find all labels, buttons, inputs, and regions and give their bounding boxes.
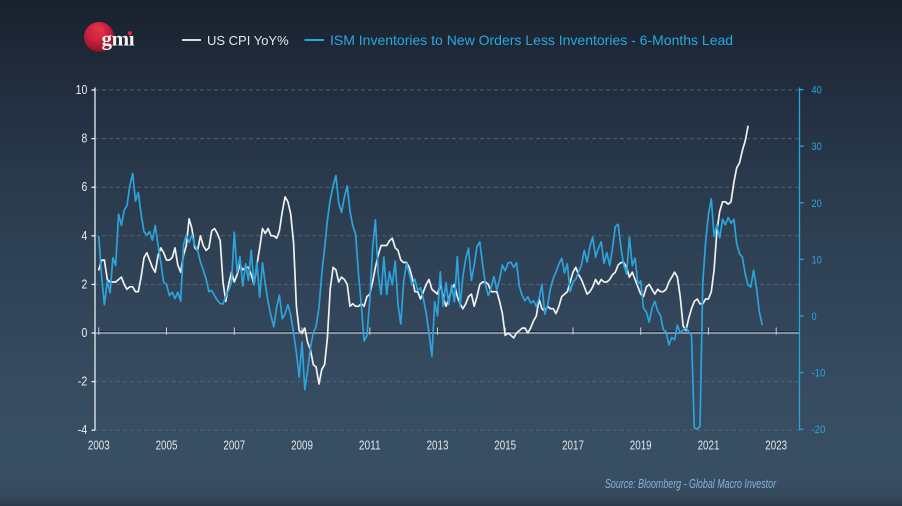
svg-text:2015: 2015 (494, 438, 516, 452)
svg-text:10: 10 (76, 83, 88, 97)
svg-text:10: 10 (812, 254, 822, 266)
svg-text:0: 0 (82, 326, 88, 340)
svg-text:4: 4 (82, 229, 88, 243)
svg-text:20: 20 (812, 198, 822, 210)
svg-text:6: 6 (82, 180, 88, 194)
svg-text:-4: -4 (78, 423, 88, 437)
svg-text:0: 0 (812, 311, 817, 323)
svg-text:2013: 2013 (427, 438, 449, 452)
svg-text:2007: 2007 (223, 438, 245, 452)
svg-text:40: 40 (812, 85, 822, 97)
svg-text:-10: -10 (812, 368, 826, 380)
svg-text:2011: 2011 (359, 438, 381, 452)
svg-text:2023: 2023 (765, 438, 787, 452)
svg-text:2021: 2021 (698, 438, 720, 452)
svg-text:gmı: gmı (102, 27, 135, 51)
svg-text:US CPI YoY%: US CPI YoY% (207, 33, 289, 48)
svg-text:2019: 2019 (630, 438, 652, 452)
svg-text:-2: -2 (78, 375, 88, 389)
svg-text:8: 8 (82, 132, 88, 146)
svg-text:2003: 2003 (88, 438, 110, 452)
svg-text:2009: 2009 (291, 438, 313, 452)
svg-text:2017: 2017 (562, 438, 584, 452)
svg-text:2005: 2005 (156, 438, 178, 452)
svg-text:2: 2 (82, 277, 88, 291)
svg-text:ISM Inventories to New Orders: ISM Inventories to New Orders Less Inven… (330, 32, 733, 48)
svg-text:-20: -20 (812, 424, 826, 436)
svg-text:30: 30 (812, 141, 822, 153)
